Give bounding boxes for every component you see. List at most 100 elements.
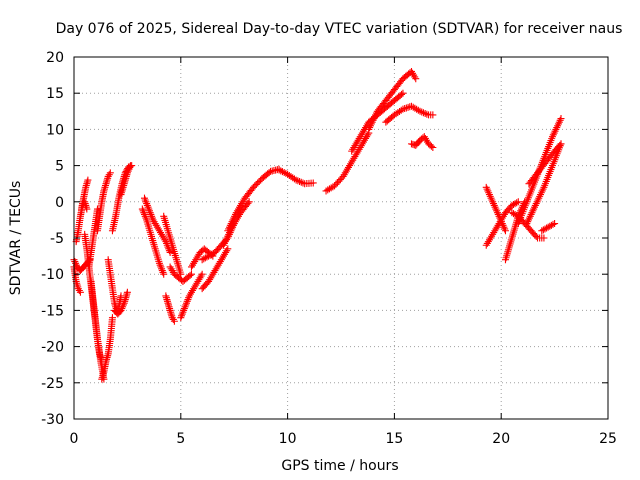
y-tick-label: -30 xyxy=(41,412,64,428)
y-tick-label: 15 xyxy=(46,86,64,102)
data-point xyxy=(501,227,509,235)
series-track-g xyxy=(98,314,116,383)
data-point xyxy=(421,109,429,117)
data-point xyxy=(397,106,405,114)
series-track-h xyxy=(85,205,101,271)
series-track-m xyxy=(117,162,135,199)
y-axis-label: SDTVAR / TECUs xyxy=(8,181,24,296)
y-tick-label: -25 xyxy=(41,376,64,392)
data-point xyxy=(540,234,548,242)
series-track-o xyxy=(140,194,174,256)
series-track-i xyxy=(93,169,114,235)
x-tick-label: 5 xyxy=(176,431,185,447)
axis-ticks xyxy=(73,56,609,420)
series-track-ak xyxy=(525,140,565,188)
series-track-ad xyxy=(407,133,437,151)
x-tick-label: 25 xyxy=(599,431,617,447)
series-track-y xyxy=(275,166,317,188)
data-point xyxy=(127,162,135,170)
series-track-ab xyxy=(365,67,420,133)
data-point xyxy=(557,115,565,123)
x-tick-label: 10 xyxy=(279,431,297,447)
series-track-d xyxy=(77,176,92,213)
data-point xyxy=(186,271,194,279)
series-track-r xyxy=(166,263,195,285)
data-point xyxy=(292,176,300,184)
data-point xyxy=(429,144,437,151)
data-point xyxy=(76,288,84,296)
y-tick-label: -5 xyxy=(50,231,64,247)
data-point xyxy=(551,220,559,228)
y-tick-label: -10 xyxy=(41,267,64,283)
data-marks xyxy=(70,67,565,383)
series-track-af xyxy=(482,198,522,249)
data-point xyxy=(419,109,427,117)
x-tick-label: 15 xyxy=(385,431,403,447)
data-point xyxy=(532,233,540,241)
data-point xyxy=(275,166,283,174)
data-point xyxy=(170,317,178,325)
series-track-aj xyxy=(523,140,565,228)
data-point xyxy=(166,248,174,256)
data-point xyxy=(414,106,422,114)
data-point xyxy=(198,270,206,278)
series-track-ac xyxy=(382,102,437,126)
data-point xyxy=(309,179,317,187)
data-point xyxy=(556,141,564,149)
x-axis-label: GPS time / hours xyxy=(281,458,398,474)
data-point xyxy=(399,89,407,97)
data-point xyxy=(277,167,285,175)
series-track-al xyxy=(538,220,559,235)
data-point xyxy=(280,169,288,177)
data-point xyxy=(187,270,195,278)
y-tick-label: 10 xyxy=(46,122,64,138)
data-point xyxy=(401,105,409,113)
x-tick-label: 20 xyxy=(492,431,510,447)
data-point xyxy=(84,176,92,184)
x-tick-label: 0 xyxy=(70,431,79,447)
series-track-u xyxy=(198,245,232,293)
series-track-z xyxy=(322,129,373,195)
data-point xyxy=(429,111,437,119)
data-point xyxy=(106,169,114,177)
y-tick-label: 0 xyxy=(55,195,64,211)
data-point xyxy=(412,75,420,83)
data-point xyxy=(294,177,302,185)
data-point xyxy=(123,288,131,296)
data-point xyxy=(160,270,168,278)
data-point xyxy=(244,199,252,207)
data-point xyxy=(511,200,519,208)
series-track-b xyxy=(70,263,84,296)
data-point xyxy=(278,168,286,176)
chart-title: Day 076 of 2025, Sidereal Day-to-day VTE… xyxy=(56,21,623,37)
series-track-s xyxy=(177,270,206,322)
series-track-j xyxy=(104,256,125,314)
y-tick-label: -20 xyxy=(41,340,64,356)
data-point xyxy=(423,110,431,118)
series-track-aa xyxy=(348,89,407,155)
data-point xyxy=(245,198,253,206)
series-track-x xyxy=(220,198,253,249)
data-point xyxy=(513,199,521,207)
x-tick-labels: 0 5 10 15 20 25 xyxy=(70,431,617,447)
series-track-q xyxy=(162,292,178,325)
data-point xyxy=(549,220,557,228)
data-point xyxy=(416,107,424,115)
series-track-p xyxy=(160,212,185,278)
y-tick-label: 5 xyxy=(55,159,64,175)
data-point xyxy=(177,270,185,278)
data-point xyxy=(514,198,522,206)
data-point xyxy=(557,140,565,148)
data-point xyxy=(399,105,407,113)
data-point xyxy=(108,314,116,322)
series-track-k xyxy=(111,288,131,318)
series-track-n xyxy=(138,205,168,278)
y-tick-label: 20 xyxy=(46,50,64,66)
data-point xyxy=(398,90,406,98)
data-point xyxy=(427,142,435,150)
data-point xyxy=(265,169,273,177)
data-point xyxy=(296,178,304,186)
data-point xyxy=(224,245,232,253)
y-tick-label: -15 xyxy=(41,303,64,319)
